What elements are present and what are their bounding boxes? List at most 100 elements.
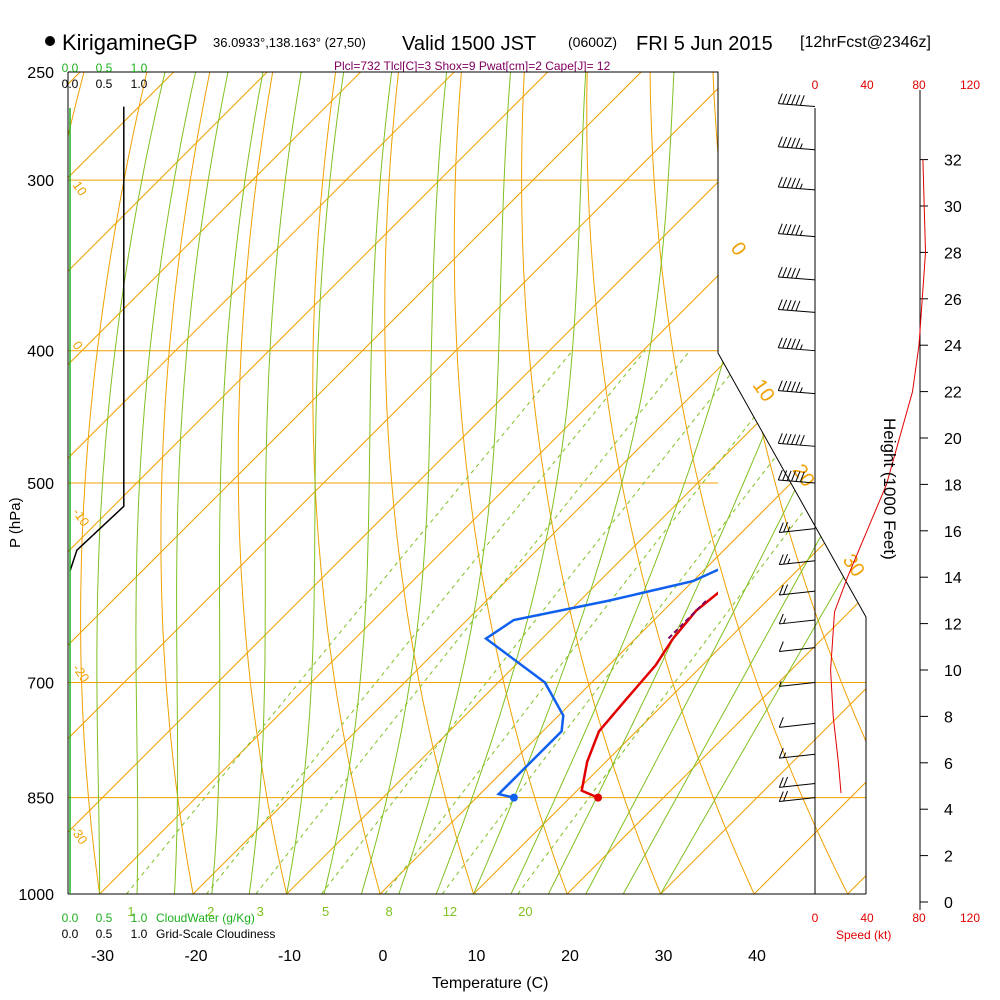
wind-barb-flag	[777, 266, 783, 278]
wind-barb-half-flag	[787, 526, 791, 532]
wind-barb	[777, 299, 816, 313]
dry-adiabat	[80, 72, 148, 894]
wind-barb-flag	[777, 299, 783, 310]
forecast-label: [12hrFcst@2346z]	[800, 34, 931, 51]
surface-dewpoint-marker	[509, 793, 518, 802]
temperature-tick-label: 40	[748, 948, 766, 965]
wind-barb-flag	[782, 470, 788, 481]
isotherm-label: -20	[70, 661, 93, 685]
dry-adiabat	[0, 72, 21, 894]
moist-adiabat	[135, 72, 197, 894]
dry-adiabat	[160, 72, 211, 894]
wind-barb-flag	[786, 470, 792, 481]
wind-barb-flag	[791, 177, 796, 189]
plot-frame	[68, 71, 867, 894]
wind-barb-staff	[778, 103, 816, 108]
wind-barb-half-flag	[787, 558, 791, 564]
pressure-tick-label: 500	[27, 476, 54, 493]
mixing-ratio-line	[255, 350, 691, 894]
temperature-tick-label: -30	[91, 948, 114, 965]
wind-barb-staff	[778, 233, 816, 238]
mixing-ratio-label: 12	[443, 904, 457, 919]
wind-barb	[777, 337, 816, 352]
wind-barb-staff	[779, 647, 816, 653]
wind-barb-flag	[786, 177, 792, 188]
wind-barb-flag	[791, 267, 796, 279]
valid-time: Valid 1500 JST	[402, 33, 536, 55]
isotherm-label: 0	[726, 238, 750, 260]
speed-tick-top: 120	[960, 78, 980, 92]
wind-barb-staff	[779, 797, 816, 803]
moist-adiabat	[211, 72, 264, 894]
moist-adiabat	[473, 72, 675, 894]
cloudwater-tick-top: 0.5	[96, 61, 113, 75]
wind-barb-flag	[795, 94, 801, 106]
wind-barb-flag	[799, 95, 805, 106]
height-tick-label: 2	[944, 849, 953, 866]
wind-barb-flag	[791, 224, 796, 235]
wind-barb-staff	[778, 308, 816, 313]
isotherm-label: -10	[70, 505, 93, 529]
isotherm-line	[68, 72, 735, 894]
wind-barb-flag	[791, 300, 796, 311]
temperature-tick-label: -20	[184, 948, 207, 965]
moist-adiabat	[286, 72, 345, 894]
pressure-tick-label: 400	[27, 344, 54, 361]
stability-indices: Plcl=732 Tlcl[C]=3 Shox=9 Pwat[cm]=2 Cap…	[334, 59, 611, 73]
height-tick-label: 28	[944, 245, 962, 262]
wind-barb-flag	[777, 176, 783, 188]
temperature-tick-label: 10	[468, 948, 486, 965]
height-tick-label: 8	[944, 709, 953, 726]
wind-barb	[777, 433, 816, 447]
wind-barb-flag	[778, 777, 784, 788]
wind-barb-half-flag	[799, 230, 803, 236]
cloudiness-label: Grid-Scale Cloudiness	[156, 927, 275, 941]
wind-barb-flag	[778, 717, 784, 728]
wind-barb-flag	[783, 776, 789, 788]
isotherm-line	[660, 72, 866, 894]
height-tick-label: 24	[944, 338, 962, 355]
wind-barb	[778, 641, 816, 653]
wind-barb-staff	[779, 682, 816, 687]
wind-barb-half-flag	[799, 344, 803, 350]
wind-barb-flag	[799, 434, 805, 446]
cloudwater-tick-top: 1.0	[131, 61, 148, 75]
wind-barb-flag	[795, 178, 801, 189]
wind-barb-staff	[779, 560, 816, 566]
wind-barb-staff	[779, 753, 816, 759]
wind-barb	[777, 266, 816, 281]
speed-tick-bottom: 80	[912, 911, 926, 925]
speed-tick-bottom: 0	[812, 911, 819, 925]
cloudwater-tick-bottom: 0.5	[96, 911, 113, 925]
cloudiness-tick-bottom: 0.0	[62, 927, 79, 941]
isotherm-line	[68, 72, 268, 894]
wind-barb	[777, 136, 816, 151]
wind-barb-flag	[777, 136, 783, 147]
wind-barbs	[777, 93, 927, 803]
wind-barb-staff	[779, 722, 816, 728]
cloudwater-tick-bottom: 1.0	[131, 911, 148, 925]
wind-barb-flag	[778, 554, 784, 565]
isotherm-label: 10	[70, 178, 91, 198]
isotherm-line	[566, 72, 866, 894]
wind-barb	[778, 776, 816, 788]
wind-barb-flag	[786, 433, 792, 445]
wind-barb-flag	[786, 299, 792, 311]
wind-barb-flag	[782, 93, 788, 105]
wind-barb-flag	[783, 521, 789, 533]
wind-barb-staff	[778, 186, 816, 191]
speed-axis-title: Speed (kt)	[836, 928, 891, 942]
height-tick-label: 0	[944, 895, 953, 912]
height-tick-label: 14	[944, 570, 962, 587]
moist-adiabat	[173, 72, 229, 894]
wind-barb-flag	[791, 381, 796, 392]
wind-barb-flag	[782, 136, 788, 148]
wind-barb-staff	[778, 276, 816, 281]
wind-barb-flag	[795, 381, 801, 393]
dry-adiabat	[838, 72, 866, 894]
moist-adiabat	[585, 72, 866, 894]
wind-barb-flag	[791, 94, 796, 105]
wind-barb-flag	[782, 177, 788, 188]
wind-barb	[777, 223, 816, 238]
cloudwater-label: CloudWater (g/Kg)	[156, 911, 255, 925]
